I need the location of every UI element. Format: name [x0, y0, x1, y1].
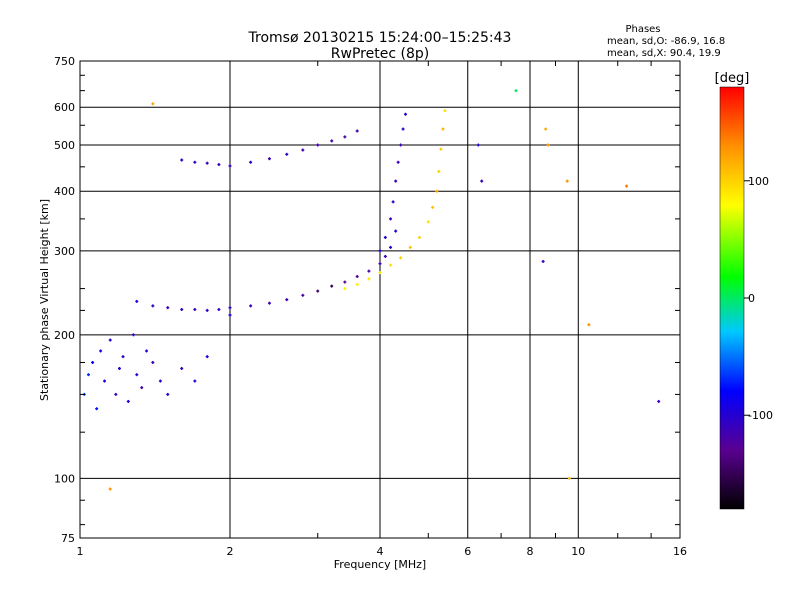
phases-title: Phases — [625, 24, 660, 35]
colorbar — [719, 86, 745, 510]
chart-title: Tromsø 20130215 15:24:00–15:25:43 — [248, 30, 512, 46]
y-tick-label: 75 — [61, 532, 75, 545]
colorbar-label: [deg] — [715, 71, 750, 86]
y-tick-label: 750 — [54, 55, 75, 68]
x-axis-label: Frequency [MHz] — [334, 558, 426, 571]
colorbar-tick-label: -100 — [748, 409, 773, 422]
colorbar-ticks: 100 0 -100 — [744, 175, 773, 422]
y-tick-label: 400 — [54, 185, 75, 198]
phases-x-stats: mean, sd,X: 90.4, 19.9 — [607, 48, 721, 59]
phases-o-stats: mean, sd,O: -86.9, 16.8 — [607, 36, 725, 47]
x-tick-label: 1 — [77, 545, 84, 558]
y-tick-label: 300 — [54, 245, 75, 258]
y-tick-label: 100 — [54, 472, 75, 485]
x-tick-label: 2 — [227, 545, 234, 558]
colorbar-tick-label: 100 — [748, 175, 769, 188]
chart-subtitle: RwPretec (8p) — [331, 46, 429, 62]
data-points — [82, 89, 661, 491]
x-tick-label: 16 — [673, 545, 687, 558]
y-axis-label: Stationary phase Virtual Height [km] — [38, 199, 51, 401]
x-tick-label: 6 — [464, 545, 471, 558]
grid-lines — [80, 61, 680, 538]
colorbar-tick-label: 0 — [748, 292, 755, 305]
plot-frame — [79, 60, 681, 539]
axes: 1 2 4 6 8 10 16 75 100 200 300 400 500 600 750 — [54, 55, 687, 558]
x-tick-label: 4 — [377, 545, 384, 558]
y-tick-label: 200 — [54, 329, 75, 342]
y-tick-label: 500 — [54, 139, 75, 152]
x-tick-label: 8 — [527, 545, 534, 558]
x-tick-label: 10 — [571, 545, 585, 558]
y-tick-label: 600 — [54, 101, 75, 114]
